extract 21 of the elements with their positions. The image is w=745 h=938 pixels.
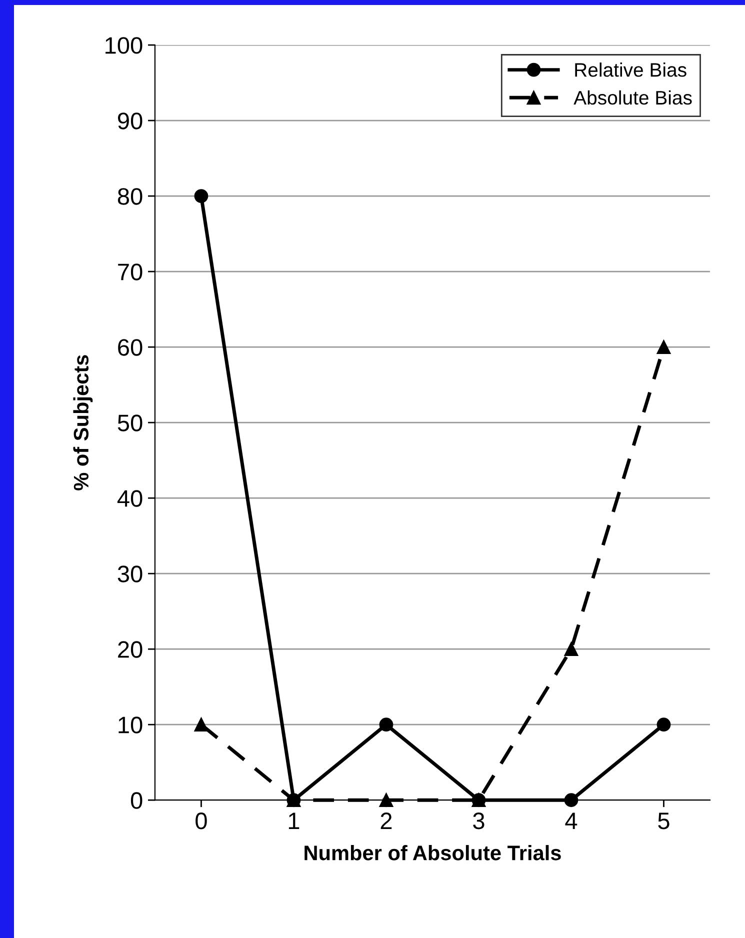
x-tick-label: 5 xyxy=(658,812,670,830)
y-tick-label: 20 xyxy=(118,641,142,658)
legend-label: Relative Bias xyxy=(575,62,686,77)
y-tick-label: 100 xyxy=(106,37,142,54)
y-axis-title: % of Subjects xyxy=(73,355,93,490)
x-axis-title: Number of Absolute Trials xyxy=(304,845,561,860)
y-tick-label: 10 xyxy=(118,716,142,734)
y-tick-label: 40 xyxy=(117,490,142,507)
x-tick-label: 4 xyxy=(565,812,578,830)
x-tick-label: 0 xyxy=(196,812,207,830)
y-tick-label: 0 xyxy=(130,792,142,809)
x-tick-label: 1 xyxy=(288,812,300,830)
legend-label: Absolute Bias xyxy=(574,90,692,105)
y-tick-label: 60 xyxy=(118,339,142,356)
y-tick-label: 70 xyxy=(118,264,142,280)
y-tick-label: 90 xyxy=(118,112,142,130)
y-tick-label: 50 xyxy=(118,414,142,432)
y-tick-label: 80 xyxy=(118,188,142,205)
y-tick-label: 30 xyxy=(118,566,142,582)
x-tick-label: 3 xyxy=(473,812,484,830)
x-tick-label: 2 xyxy=(380,812,392,830)
